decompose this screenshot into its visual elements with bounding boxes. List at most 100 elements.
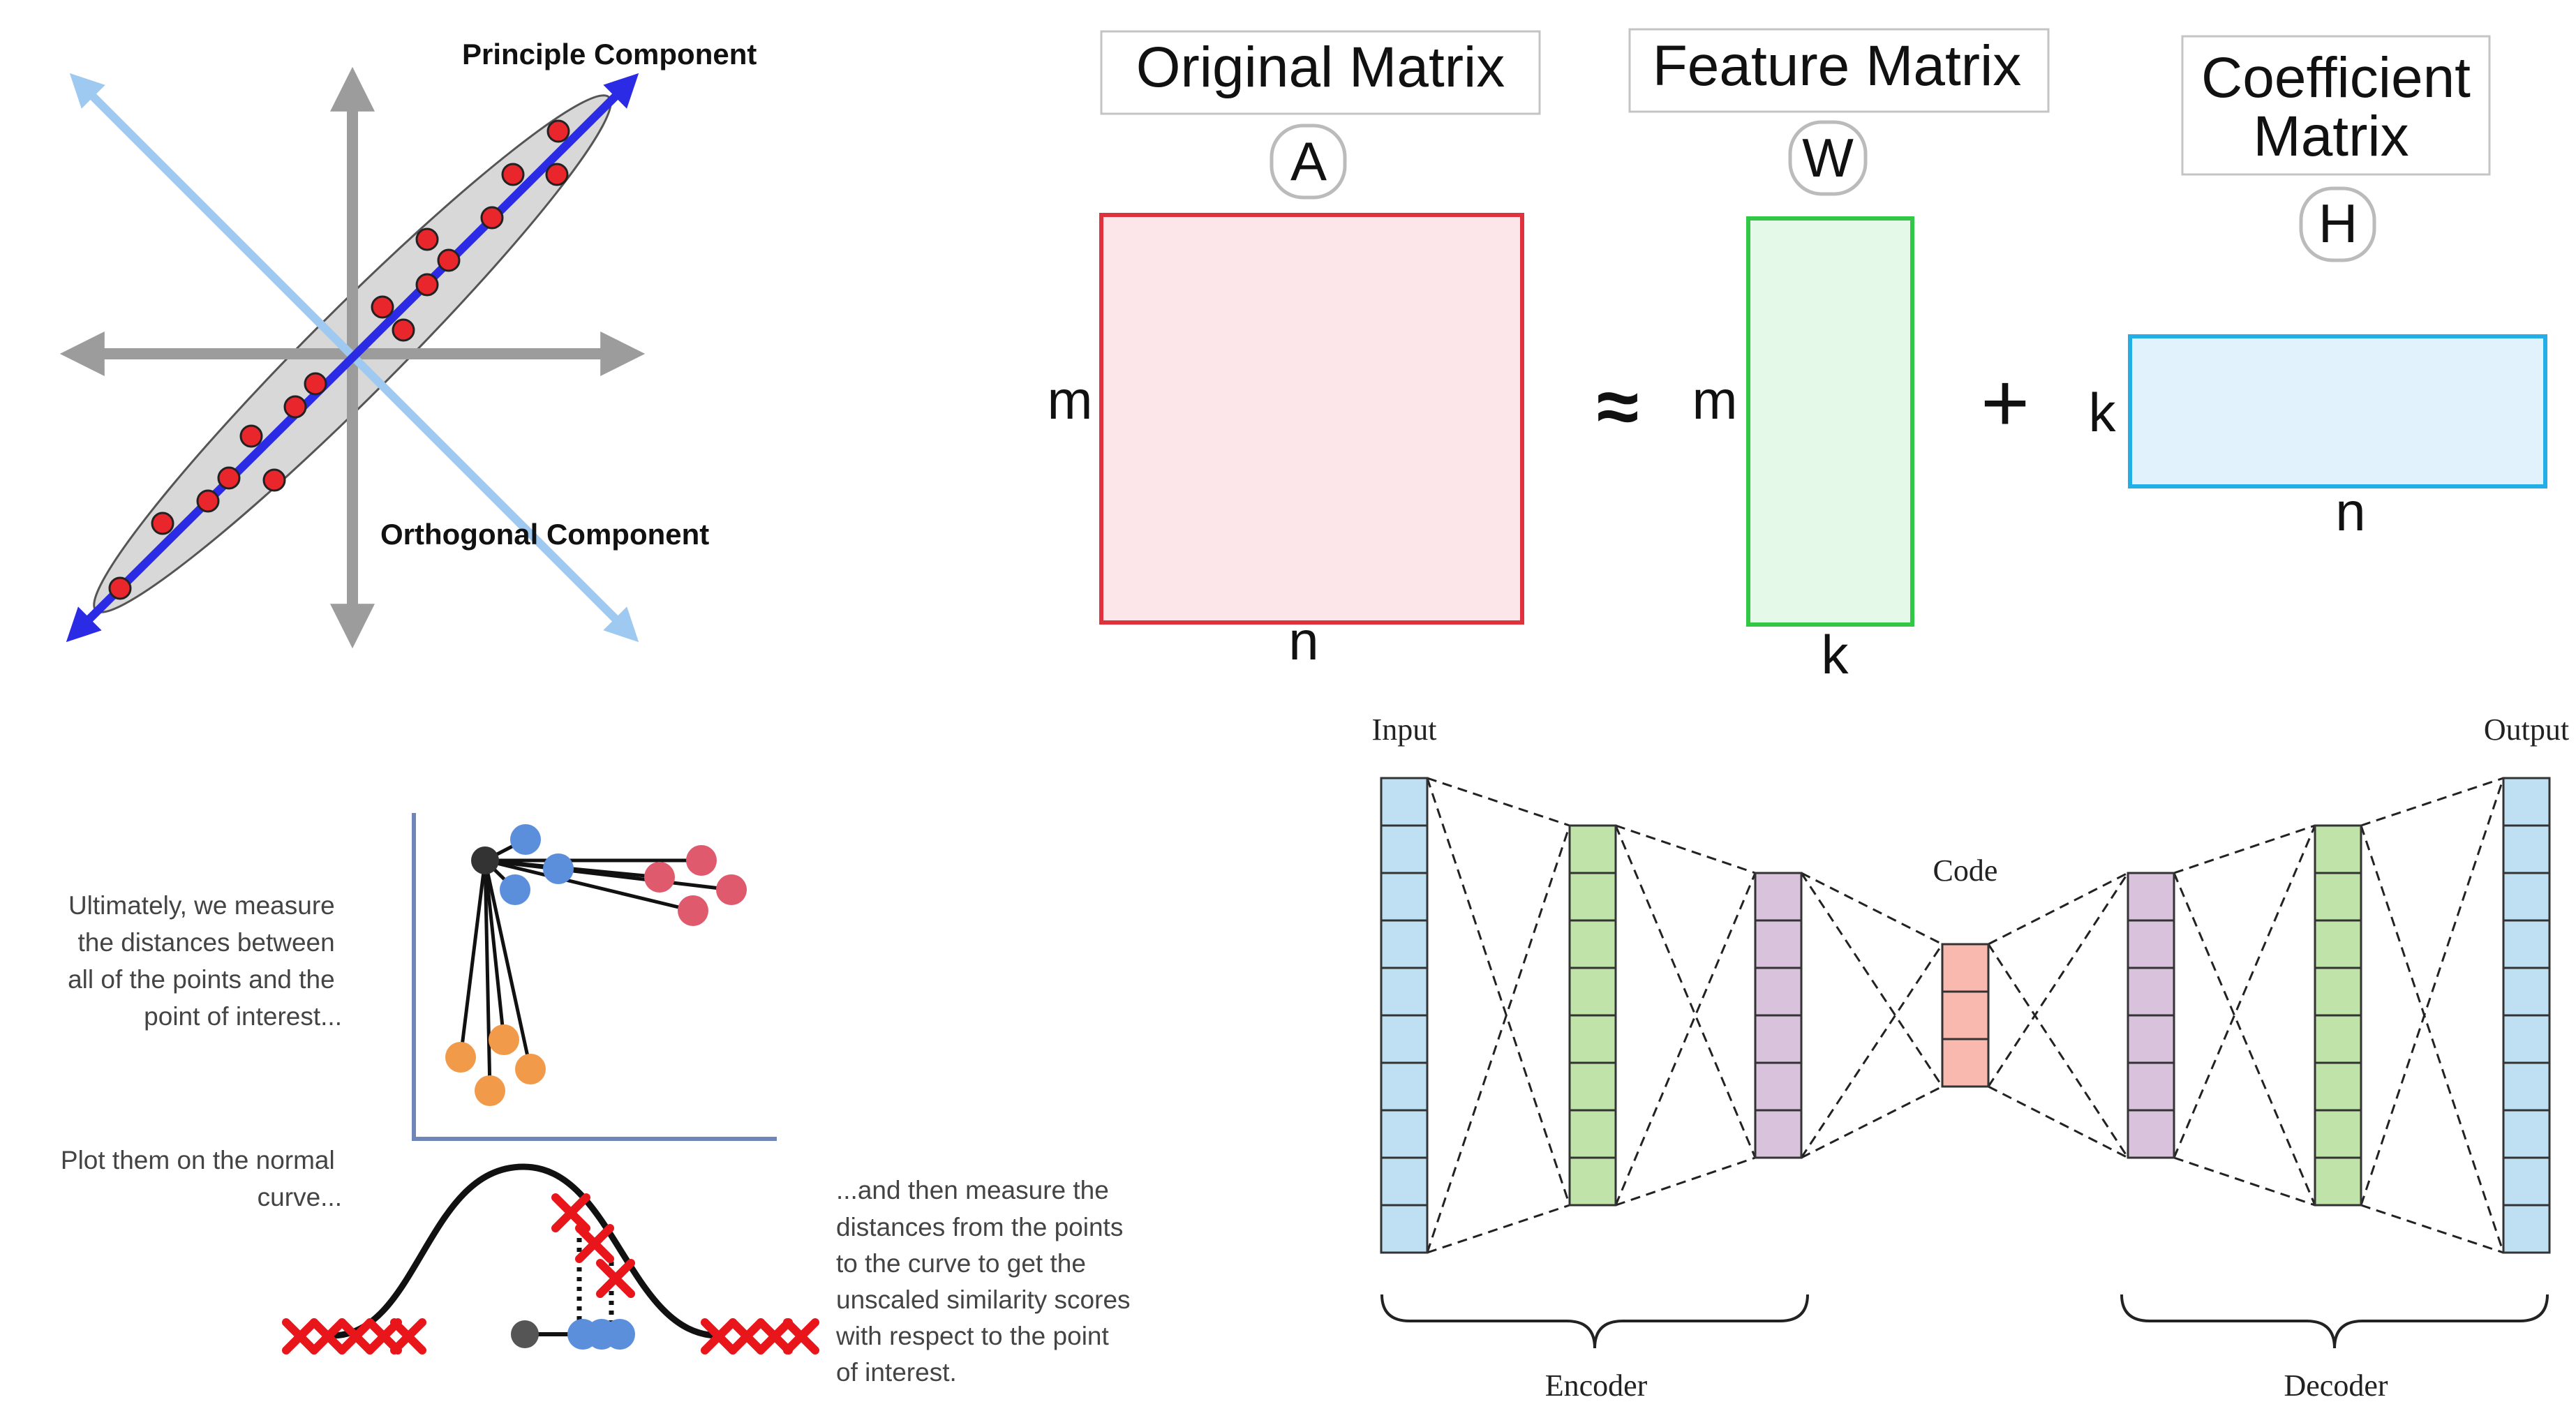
original-matrix-title: Original Matrix xyxy=(1136,36,1505,99)
layer-unit xyxy=(2314,967,2362,1017)
output-label: Output xyxy=(2484,712,2569,747)
feature-col-label: k xyxy=(1822,624,1849,685)
point-of-interest xyxy=(471,846,499,874)
orthogonal-component-label: Orthogonal Component xyxy=(380,518,709,551)
layer-input xyxy=(1380,777,1429,1254)
layers xyxy=(1380,777,2551,1254)
principal-component-axis xyxy=(66,73,639,643)
connection-line xyxy=(1988,872,2129,946)
measure-text-line: point of interest... xyxy=(144,1002,342,1031)
layer-unit xyxy=(1754,1061,1803,1112)
original-matrix-title-box xyxy=(1100,30,1541,115)
connection-line xyxy=(1614,872,1757,1206)
original-col-label: n xyxy=(1288,610,1318,671)
layer-unit xyxy=(2314,919,2362,969)
layer-unit xyxy=(1380,967,1429,1017)
input-label: Input xyxy=(1372,712,1437,747)
then-text-line: distances from the points xyxy=(836,1213,1123,1241)
cross-mark xyxy=(551,1193,590,1232)
layer-unit xyxy=(2314,1156,2362,1207)
coefficient-matrix-title-box xyxy=(2181,35,2491,176)
orange-point xyxy=(515,1054,546,1084)
layer-unit xyxy=(1568,1014,1617,1064)
encoder-label: Encoder xyxy=(1545,1368,1648,1403)
layer-unit xyxy=(1941,943,1990,993)
decoder-label: Decoder xyxy=(2284,1368,2388,1403)
connection-line xyxy=(2360,1204,2504,1254)
layer-unit xyxy=(1568,1109,1617,1159)
nmf-diagram: Original Matrix A m n ≈ Feature Matrix W… xyxy=(1048,28,2547,685)
data-point xyxy=(217,466,241,490)
autoencoder-diagram: Input Output Code Encoder Decoder xyxy=(1372,712,2570,1403)
layer-unit xyxy=(1568,1061,1617,1112)
layer-unit xyxy=(2127,1109,2175,1159)
layer-unit xyxy=(2502,872,2551,922)
then-text-line: unscaled similarity scores xyxy=(836,1285,1131,1314)
connection-line xyxy=(2360,825,2505,1253)
data-point xyxy=(262,468,286,492)
layer-unit xyxy=(1380,824,1429,874)
cross-mark xyxy=(310,1318,346,1354)
tsne-diagram: Ultimately, we measure the distances bet… xyxy=(61,813,1131,1387)
connection-line xyxy=(1987,872,2129,1087)
layer-unit xyxy=(1754,919,1803,969)
data-point xyxy=(480,206,504,230)
coefficient-col-label: n xyxy=(2335,481,2365,542)
distance-line xyxy=(459,860,487,1058)
layer-unit xyxy=(2502,1156,2551,1207)
data-point xyxy=(392,318,415,342)
point-of-interest xyxy=(511,1320,539,1348)
measure-text-line: all of the points and the xyxy=(68,965,335,994)
layer-unit xyxy=(1380,777,1429,827)
red-point xyxy=(678,895,708,926)
connection-line xyxy=(1800,943,1944,1158)
connection-line xyxy=(1426,825,1571,1253)
blue-point xyxy=(543,853,574,884)
layer-unit xyxy=(2502,967,2551,1017)
layer-unit xyxy=(1568,872,1617,922)
layer-unit xyxy=(1754,1014,1803,1064)
data-point xyxy=(545,163,569,186)
cross-mark xyxy=(729,1318,765,1354)
layer-hidden-1 xyxy=(1568,824,1617,1207)
connection-line xyxy=(1615,824,1756,874)
coefficient-matrix-title-line2: Matrix xyxy=(2253,105,2409,168)
layer-unit xyxy=(1754,872,1803,922)
connection-line xyxy=(2360,777,2505,1206)
coefficient-matrix-title-line1: Coefficient xyxy=(2201,46,2471,110)
feature-symbol-box xyxy=(1788,120,1868,196)
then-text-line: ...and then measure the xyxy=(836,1176,1109,1204)
layer-unit xyxy=(1380,872,1429,922)
feature-symbol: W xyxy=(1802,127,1854,188)
cross-mark xyxy=(596,1259,635,1298)
connection-line xyxy=(1427,1204,1570,1254)
data-point xyxy=(304,372,327,396)
approx-sign: ≈ xyxy=(1597,364,1639,449)
red-point xyxy=(686,845,717,876)
layer-unit xyxy=(2502,1014,2551,1064)
data-points xyxy=(108,119,570,600)
layer-unit xyxy=(1380,1014,1429,1064)
distance-line xyxy=(483,860,533,1070)
layer-unit xyxy=(1380,1109,1429,1159)
cross-mark xyxy=(783,1318,819,1354)
layer-hidden-4 xyxy=(2314,824,2362,1207)
layer-unit xyxy=(2127,1014,2175,1064)
red-point xyxy=(644,862,675,893)
data-point xyxy=(283,395,307,419)
plot-text: Plot them on the normal curve... xyxy=(61,1146,342,1211)
decoder-brace xyxy=(2120,1294,2549,1349)
layer-unit xyxy=(2127,919,2175,969)
scatter-points xyxy=(445,824,747,1106)
cross-mark xyxy=(390,1318,426,1354)
data-point xyxy=(151,512,174,535)
orange-point xyxy=(475,1075,505,1106)
connection-line xyxy=(1614,825,1757,1158)
layer-unit xyxy=(1941,990,1990,1040)
connection-line xyxy=(2173,824,2316,874)
coefficient-matrix xyxy=(2128,334,2547,488)
measure-text-line: the distances between xyxy=(78,928,335,957)
blue-point xyxy=(604,1319,635,1350)
layer-output xyxy=(2502,777,2551,1254)
